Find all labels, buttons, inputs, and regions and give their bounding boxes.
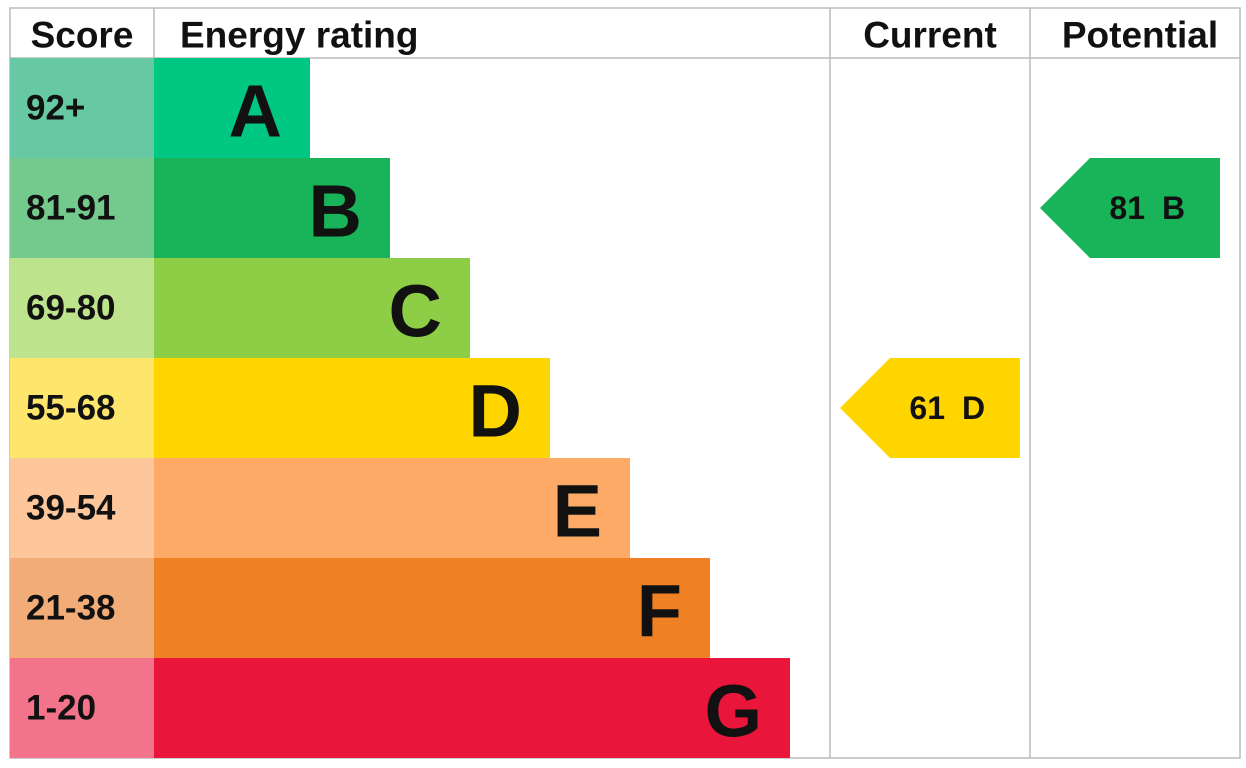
- rating-bar: [154, 258, 470, 358]
- score-label: 55-68: [26, 389, 116, 428]
- rating-bar: [154, 158, 390, 258]
- score-cell: [10, 158, 154, 258]
- current-letter: D: [962, 390, 985, 426]
- score-cell: [10, 358, 154, 458]
- rating-letter: F: [637, 570, 682, 653]
- rating-letter: B: [309, 170, 362, 253]
- score-label: 81-91: [26, 189, 116, 228]
- score-label: 1-20: [26, 689, 96, 728]
- potential-score: 81: [1109, 190, 1145, 226]
- potential-letter: B: [1162, 190, 1185, 226]
- rating-bar: [154, 358, 550, 458]
- rating-letter: C: [389, 270, 442, 353]
- rating-bar: [154, 558, 710, 658]
- rating-bar: [154, 458, 630, 558]
- rating-bar: [154, 58, 310, 158]
- score-cell: [10, 658, 154, 758]
- header-potential: Potential: [1062, 15, 1218, 56]
- header-current: Current: [863, 15, 997, 56]
- potential-arrow: [1040, 158, 1220, 258]
- rating-letter: E: [553, 470, 602, 553]
- current-arrow: [840, 358, 1020, 458]
- score-cell: [10, 458, 154, 558]
- score-label: 21-38: [26, 589, 116, 628]
- header-rating: Energy rating: [180, 15, 419, 56]
- current-score: 61: [909, 390, 945, 426]
- rating-letter: A: [229, 70, 282, 153]
- rating-letter: D: [469, 370, 522, 453]
- score-cell: [10, 258, 154, 358]
- score-cell: [10, 558, 154, 658]
- score-label: 69-80: [26, 289, 116, 328]
- rating-letter: G: [704, 670, 762, 753]
- rating-bar: [154, 658, 790, 758]
- score-cell: [10, 58, 154, 158]
- score-label: 92+: [26, 89, 85, 128]
- score-label: 39-54: [26, 489, 116, 528]
- header-score: Score: [31, 15, 134, 56]
